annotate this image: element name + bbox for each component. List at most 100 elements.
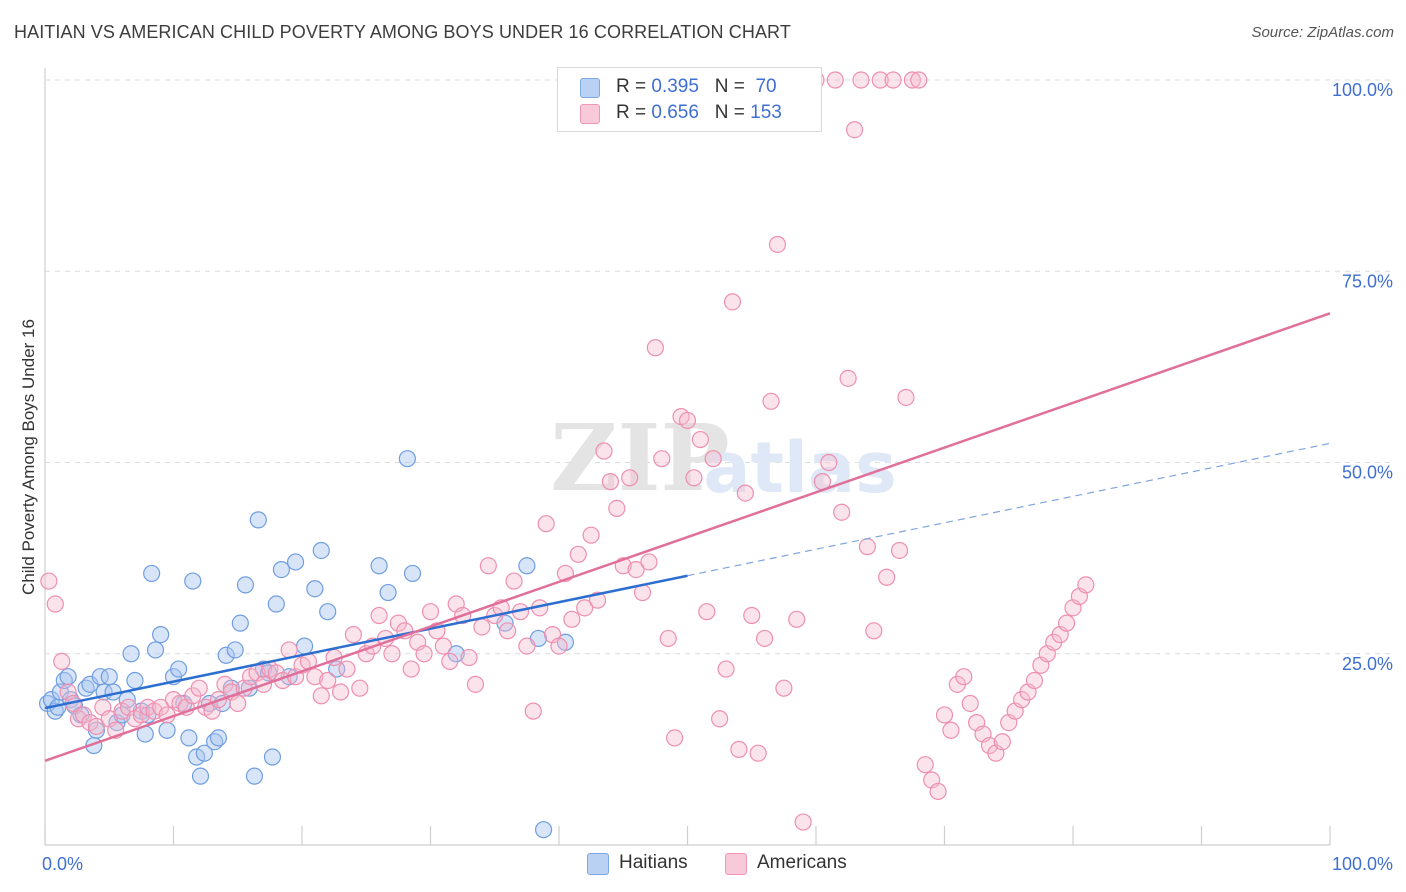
american-point <box>229 694 247 713</box>
american-point <box>723 293 742 311</box>
haitian-point <box>379 583 397 602</box>
haitian-point <box>152 626 170 644</box>
american-point <box>955 668 973 686</box>
american-point <box>865 622 883 640</box>
legend-n-label: N = <box>714 102 745 123</box>
american-point <box>646 339 664 357</box>
american-point <box>576 599 594 617</box>
haitian-point <box>319 603 337 621</box>
legend-n-label: N = <box>714 76 745 97</box>
american-point <box>319 671 337 690</box>
haitian-point <box>170 660 188 678</box>
american-point <box>351 679 369 697</box>
american-point <box>46 595 64 613</box>
american-point <box>942 721 960 739</box>
legend-swatch-americans <box>580 104 600 124</box>
american-point <box>569 545 587 563</box>
source-label: Source: ZipAtlas.com <box>1251 24 1394 41</box>
american-point <box>190 679 208 697</box>
american-point <box>524 702 542 720</box>
haitian-point <box>122 645 140 663</box>
legend-n-value-americans: 153 <box>750 102 782 123</box>
american-point <box>441 652 459 671</box>
correlation-legend: R = 0.395 N = 70 R = 0.656 N = 153 <box>557 67 822 132</box>
american-point <box>794 813 812 831</box>
american-point <box>698 603 716 621</box>
american-point <box>1057 614 1076 632</box>
american-point <box>653 450 671 468</box>
haitians-trend-extension <box>687 442 1331 577</box>
american-point <box>878 568 896 586</box>
american-point <box>87 717 106 736</box>
haitian-point <box>286 553 305 571</box>
american-point <box>1025 671 1044 690</box>
american-point <box>890 541 909 560</box>
american-point <box>53 652 71 671</box>
haitian-point <box>146 641 165 659</box>
haitian-point <box>195 744 213 762</box>
american-point <box>370 606 388 625</box>
american-point <box>505 572 523 590</box>
haitian-point <box>59 668 77 686</box>
american-point <box>916 756 934 774</box>
american-point <box>1077 576 1095 594</box>
haitians-trend-line <box>44 574 688 710</box>
y-tick-label: 50.0% <box>1342 463 1393 483</box>
american-point <box>961 694 979 713</box>
american-point <box>466 675 485 693</box>
american-point <box>331 683 350 701</box>
american-point <box>678 411 697 430</box>
y-tick-label: 75.0% <box>1342 271 1393 291</box>
american-point <box>929 782 947 801</box>
haitian-point <box>312 541 330 560</box>
american-point <box>621 469 639 487</box>
bottom-legend-swatch-haitians <box>587 853 609 875</box>
american-point <box>563 610 581 628</box>
haitian-point <box>143 564 161 583</box>
american-point <box>499 622 517 640</box>
american-point <box>755 629 774 648</box>
haitian-point <box>191 767 210 785</box>
haitian-point <box>518 557 536 575</box>
american-point <box>833 503 851 521</box>
haitian-point <box>100 668 118 686</box>
american-point <box>595 442 613 460</box>
american-point <box>640 553 658 571</box>
american-point <box>691 430 709 449</box>
trend-lines <box>44 312 1331 763</box>
american-point <box>460 648 478 667</box>
american-point <box>871 71 889 89</box>
american-point <box>312 687 330 705</box>
american-point <box>659 629 677 648</box>
grid <box>45 79 1395 655</box>
y-tick-label: 25.0% <box>1342 654 1393 674</box>
y-tick-label: 100.0% <box>1332 80 1393 100</box>
axes <box>44 68 1331 846</box>
american-point <box>338 660 356 678</box>
american-point <box>845 121 864 139</box>
x-tick-label: 0.0% <box>42 854 83 874</box>
watermark: ZIP atlas <box>550 404 896 512</box>
haitian-point <box>217 646 235 664</box>
american-point <box>666 729 684 747</box>
legend-n-value-haitians: 70 <box>755 76 777 97</box>
chart-title: HAITIAN VS AMERICAN CHILD POVERTY AMONG … <box>14 22 791 42</box>
legend-r-value-americans: 0.656 <box>651 102 699 123</box>
legend-r-value-haitians: 0.395 <box>651 76 699 97</box>
american-point <box>762 392 780 410</box>
haitian-point <box>231 614 249 632</box>
haitian-point <box>184 572 202 590</box>
tick-labels: 25.0% 50.0% 75.0% 100.0% 0.0% 100.0% <box>42 80 1393 874</box>
american-point <box>820 453 838 472</box>
haitian-point <box>370 557 388 575</box>
american-point <box>434 637 452 655</box>
bottom-legend-label-americans: Americans <box>757 852 847 873</box>
bottom-legend-label-haitians: Haitians <box>619 852 688 873</box>
haitian-point <box>272 560 291 579</box>
american-point <box>743 606 761 625</box>
x-tick-label: 100.0% <box>1332 854 1393 874</box>
haitian-point <box>188 748 206 766</box>
american-point <box>717 660 735 678</box>
haitian-point <box>226 641 244 659</box>
